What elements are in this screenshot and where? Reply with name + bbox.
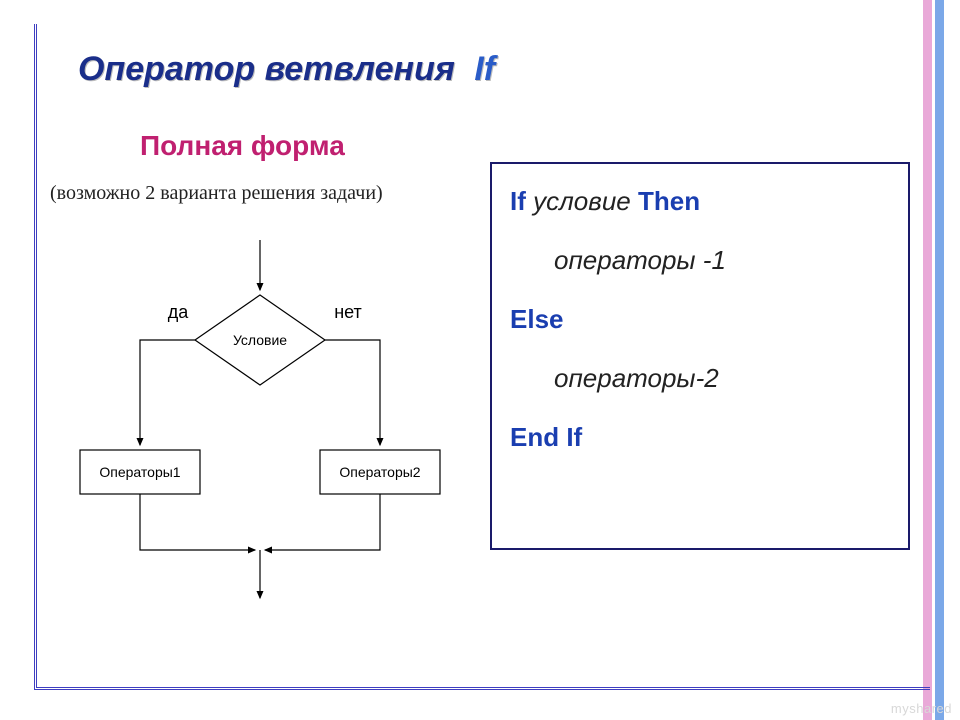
flow-yes-label: да bbox=[168, 302, 190, 322]
kw-else: Else bbox=[510, 304, 564, 334]
flow-no-label: нет bbox=[334, 302, 362, 322]
flow-op1-label: Операторы1 bbox=[99, 464, 180, 480]
code-line-2: операторы -1 bbox=[510, 245, 890, 276]
code-ops2: операторы-2 bbox=[554, 363, 719, 393]
flow-merge-left bbox=[140, 494, 255, 550]
page-title: Оператор ветвления If bbox=[78, 50, 495, 89]
code-box: If условие Then операторы -1 Else операт… bbox=[490, 162, 910, 550]
kw-endif: End If bbox=[510, 422, 582, 452]
flow-op2-label: Операторы2 bbox=[339, 464, 420, 480]
flow-right-branch bbox=[325, 340, 380, 445]
title-part2: If bbox=[474, 50, 495, 88]
subtitle: Полная форма bbox=[140, 130, 345, 162]
code-cond: условие bbox=[533, 186, 631, 216]
kw-then: Then bbox=[638, 186, 700, 216]
flow-merge-right bbox=[265, 494, 380, 550]
decor-stripe-blue bbox=[935, 0, 944, 720]
flowchart: Условие да нет Операторы1 Операторы2 bbox=[60, 240, 460, 620]
code-line-3: Else bbox=[510, 304, 890, 335]
flow-left-branch bbox=[140, 340, 195, 445]
note-text: (возможно 2 варианта решения задачи) bbox=[50, 182, 383, 205]
watermark: myshared bbox=[891, 701, 952, 716]
code-ops1: операторы -1 bbox=[554, 245, 726, 275]
title-part1: Оператор ветвления bbox=[78, 50, 455, 88]
code-line-1: If условие Then bbox=[510, 186, 890, 217]
kw-if: If bbox=[510, 186, 526, 216]
code-line-5: End If bbox=[510, 422, 890, 453]
code-line-4: операторы-2 bbox=[510, 363, 890, 394]
flow-condition-label: Условие bbox=[233, 332, 287, 348]
